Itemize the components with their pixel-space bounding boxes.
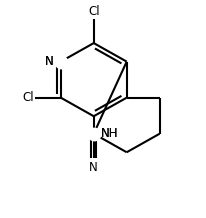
Text: N: N bbox=[45, 55, 54, 68]
Text: NH: NH bbox=[101, 127, 118, 140]
Text: Cl: Cl bbox=[22, 91, 34, 104]
Text: Cl: Cl bbox=[88, 5, 99, 18]
Text: N: N bbox=[89, 161, 98, 174]
Text: NH: NH bbox=[101, 127, 118, 140]
Text: N: N bbox=[45, 55, 54, 68]
